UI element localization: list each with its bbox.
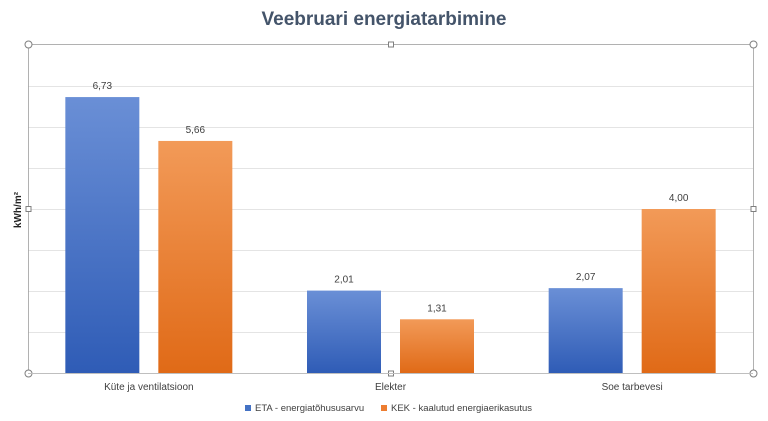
data-label: 6,73 — [93, 81, 113, 92]
legend-swatch-kek — [381, 405, 387, 411]
resize-handle[interactable] — [25, 206, 32, 212]
bar — [65, 97, 140, 373]
data-label: 2,01 — [334, 275, 354, 286]
resize-handle[interactable] — [388, 41, 394, 48]
legend-label-eta: ETA - energiatõhususarvu — [255, 403, 364, 414]
data-label: 2,07 — [576, 272, 596, 283]
category-label: Küte ja ventilatsioon — [104, 382, 194, 393]
bar — [158, 140, 233, 373]
data-label: 4,00 — [669, 193, 689, 204]
bar — [548, 288, 623, 373]
resize-handle[interactable] — [24, 40, 33, 49]
bars — [65, 97, 716, 373]
category-labels: Küte ja ventilatsioon Elekter Soe tarbeves… — [104, 382, 663, 393]
data-label: 1,31 — [427, 303, 447, 314]
chart-title: Veebruari energiatarbimine — [262, 9, 507, 30]
resize-handle[interactable] — [750, 206, 757, 212]
bar — [307, 290, 381, 373]
category-label: Soe tarbevesi — [602, 382, 663, 393]
category-label: Elekter — [375, 382, 407, 393]
data-label: 5,66 — [186, 125, 206, 136]
gridlines — [28, 86, 753, 333]
y-axis-label: kWh/m² — [13, 191, 24, 228]
bar — [641, 209, 716, 373]
data-labels: 6,73 5,66 2,01 1,31 2,07 4,00 — [93, 81, 689, 314]
legend: ETA - energiatõhususarvu KEK - kaalutud … — [245, 403, 532, 414]
legend-label-kek: KEK - kaalutud energiaerikasutus — [391, 403, 532, 414]
bar — [400, 319, 474, 373]
resize-handle[interactable] — [749, 40, 758, 49]
legend-swatch-eta — [245, 405, 251, 411]
